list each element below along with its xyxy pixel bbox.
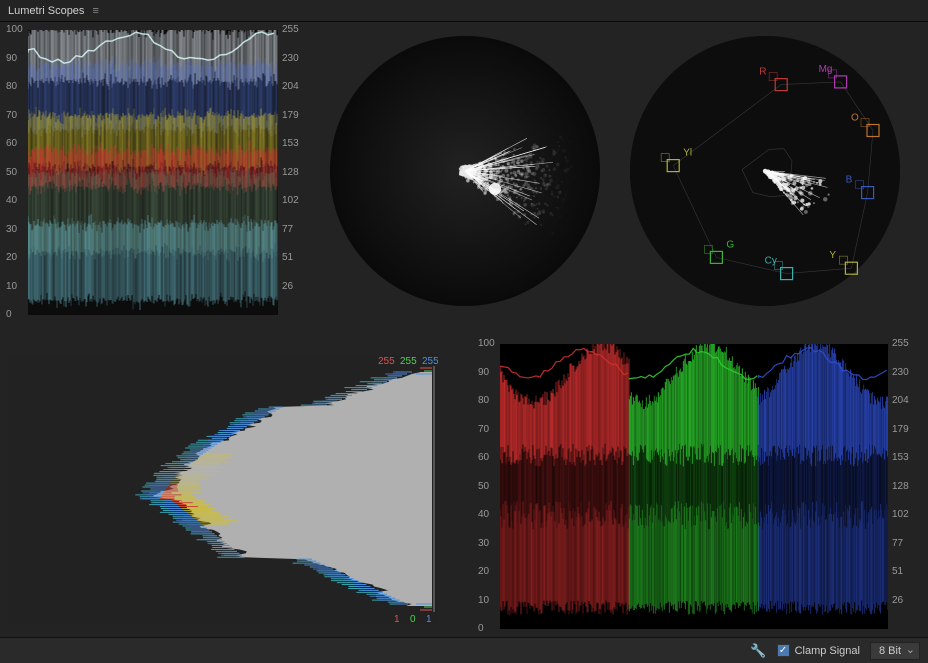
axis-tick: 80 — [478, 395, 489, 406]
axis-tick: 230 — [892, 367, 909, 378]
svg-text:1: 1 — [394, 614, 400, 624]
axis-tick: 179 — [892, 424, 909, 435]
rgb-parade-scope — [500, 344, 888, 629]
axis-tick: 128 — [892, 481, 909, 492]
axis-tick: 26 — [282, 281, 293, 292]
svg-text:B: B — [846, 175, 853, 186]
axis-tick: 10 — [478, 595, 489, 606]
axis-tick: 40 — [6, 195, 17, 206]
scopes-grid: RMgOBYCyGYl 255255255101 010203040506070… — [0, 22, 928, 637]
axis-tick: 30 — [478, 538, 489, 549]
svg-text:Mg: Mg — [819, 64, 833, 75]
axis-tick: 204 — [282, 81, 299, 92]
panel-title: Lumetri Scopes — [8, 5, 84, 17]
axis-tick: 80 — [6, 81, 17, 92]
svg-text:1: 1 — [426, 614, 432, 624]
waveform-scope — [28, 30, 278, 315]
axis-tick: 0 — [6, 309, 12, 320]
axis-tick: 77 — [892, 538, 903, 549]
axis-tick: 51 — [892, 566, 903, 577]
panel-header: Lumetri Scopes ≡ — [0, 0, 928, 22]
axis-tick: 20 — [478, 566, 489, 577]
axis-tick: 77 — [282, 224, 293, 235]
axis-tick: 90 — [478, 367, 489, 378]
axis-tick: 100 — [478, 338, 495, 349]
axis-tick: 102 — [282, 195, 299, 206]
axis-tick: 102 — [892, 509, 909, 520]
wrench-icon[interactable]: 🔧 — [750, 643, 766, 659]
axis-tick: 60 — [6, 138, 17, 149]
axis-tick: 255 — [282, 24, 299, 35]
axis-tick: 179 — [282, 110, 299, 121]
histogram-scope: 255 255 255 101 — [8, 354, 438, 624]
axis-tick: 0 — [478, 623, 484, 634]
axis-tick: 230 — [282, 53, 299, 64]
svg-text:255: 255 — [422, 356, 438, 367]
svg-text:O: O — [851, 113, 859, 124]
clamp-signal-label: Clamp Signal — [795, 645, 860, 657]
clamp-signal-checkbox[interactable]: ✓ — [777, 644, 790, 657]
svg-text:255: 255 — [400, 356, 417, 367]
vectorscope-yuv — [330, 36, 600, 306]
bit-depth-dropdown[interactable]: 8 Bit — [870, 642, 920, 660]
axis-tick: 153 — [892, 452, 909, 463]
panel-menu-icon[interactable]: ≡ — [92, 5, 98, 17]
axis-tick: 100 — [6, 24, 23, 35]
axis-tick: 60 — [478, 452, 489, 463]
axis-tick: 70 — [6, 110, 17, 121]
axis-tick: 26 — [892, 595, 903, 606]
axis-tick: 30 — [6, 224, 17, 235]
svg-text:Cy: Cy — [765, 256, 777, 267]
axis-tick: 40 — [478, 509, 489, 520]
svg-text:R: R — [759, 67, 766, 78]
axis-tick: 51 — [282, 252, 293, 263]
axis-tick: 128 — [282, 167, 299, 178]
axis-tick: 50 — [478, 481, 489, 492]
svg-text:Y: Y — [829, 250, 836, 261]
axis-tick: 50 — [6, 167, 17, 178]
footer-bar: 🔧 ✓ Clamp Signal 8 Bit — [0, 637, 928, 663]
svg-text:0: 0 — [410, 614, 416, 624]
axis-tick: 204 — [892, 395, 909, 406]
axis-tick: 10 — [6, 281, 17, 292]
axis-tick: 70 — [478, 424, 489, 435]
axis-tick: 20 — [6, 252, 17, 263]
vectorscope-hls: R Mg O B Y Cy G Yl — [630, 36, 900, 306]
axis-tick: 153 — [282, 138, 299, 149]
axis-tick: 90 — [6, 53, 17, 64]
svg-text:255: 255 — [378, 356, 395, 367]
axis-tick: 255 — [892, 338, 909, 349]
svg-text:Yl: Yl — [683, 148, 692, 159]
svg-text:G: G — [726, 239, 734, 250]
